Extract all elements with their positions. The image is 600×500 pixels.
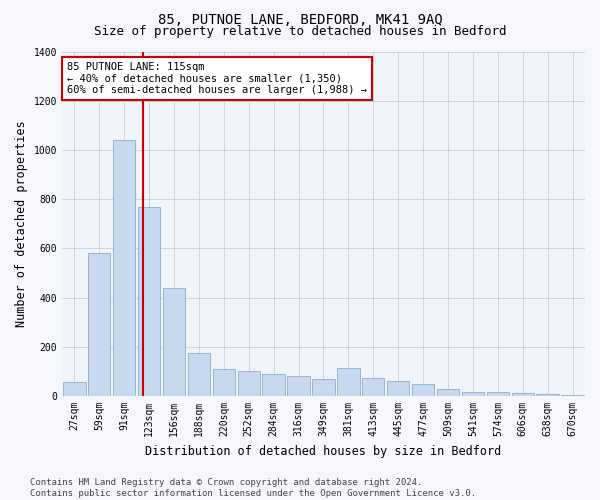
- Bar: [63, 382, 86, 396]
- Bar: [462, 392, 484, 396]
- Text: Size of property relative to detached houses in Bedford: Size of property relative to detached ho…: [94, 25, 506, 38]
- Bar: [312, 379, 335, 396]
- Bar: [188, 353, 210, 396]
- Bar: [387, 382, 409, 396]
- Bar: [238, 372, 260, 396]
- Bar: [487, 392, 509, 396]
- Text: 85 PUTNOE LANE: 115sqm
← 40% of detached houses are smaller (1,350)
60% of semi-: 85 PUTNOE LANE: 115sqm ← 40% of detached…: [67, 62, 367, 95]
- Bar: [412, 384, 434, 396]
- Text: Contains HM Land Registry data © Crown copyright and database right 2024.
Contai: Contains HM Land Registry data © Crown c…: [30, 478, 476, 498]
- Bar: [212, 369, 235, 396]
- X-axis label: Distribution of detached houses by size in Bedford: Distribution of detached houses by size …: [145, 444, 502, 458]
- Bar: [512, 393, 534, 396]
- Bar: [337, 368, 359, 396]
- Bar: [362, 378, 385, 396]
- Bar: [262, 374, 285, 396]
- Bar: [536, 394, 559, 396]
- Bar: [138, 206, 160, 396]
- Text: 85, PUTNOE LANE, BEDFORD, MK41 9AQ: 85, PUTNOE LANE, BEDFORD, MK41 9AQ: [158, 12, 442, 26]
- Bar: [88, 254, 110, 396]
- Bar: [113, 140, 136, 396]
- Bar: [562, 395, 584, 396]
- Bar: [287, 376, 310, 396]
- Bar: [437, 389, 459, 396]
- Y-axis label: Number of detached properties: Number of detached properties: [15, 120, 28, 327]
- Bar: [163, 288, 185, 396]
